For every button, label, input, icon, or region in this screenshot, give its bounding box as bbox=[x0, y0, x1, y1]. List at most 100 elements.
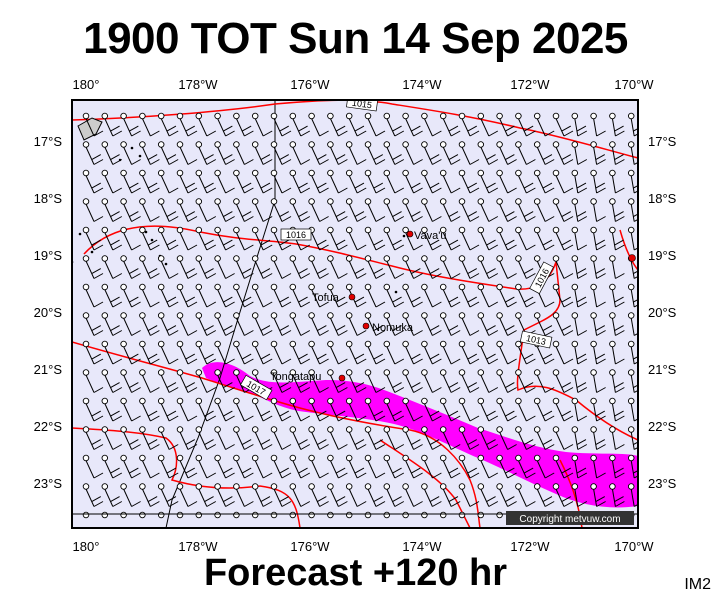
wind-barb bbox=[402, 426, 423, 450]
wind-barb bbox=[195, 312, 217, 336]
wind-barb bbox=[120, 426, 141, 450]
wind-barb bbox=[421, 397, 442, 422]
wind-barb bbox=[289, 397, 311, 422]
wind-barb bbox=[477, 283, 499, 308]
lon-tick-top-2: 176°W bbox=[290, 77, 330, 92]
wind-barb bbox=[439, 483, 461, 507]
wind-barb bbox=[101, 169, 123, 194]
lat-tick-left-6: 23°S bbox=[34, 476, 63, 491]
wind-barb bbox=[157, 255, 179, 279]
wind-barb bbox=[515, 426, 536, 450]
wind-barb bbox=[233, 169, 254, 194]
wind-barb bbox=[533, 226, 555, 251]
wind-barb bbox=[364, 369, 386, 393]
wind-barb bbox=[120, 340, 141, 365]
wind-barb bbox=[439, 169, 461, 194]
wind-barb bbox=[383, 141, 405, 165]
wind-barb bbox=[289, 454, 311, 479]
wind-barb bbox=[101, 112, 123, 137]
wind-barb bbox=[552, 483, 574, 507]
wind-barb bbox=[496, 169, 517, 194]
wind-barbs bbox=[82, 112, 638, 519]
wind-barb bbox=[590, 255, 606, 279]
wind-barb bbox=[251, 511, 259, 519]
wind-barb bbox=[458, 198, 480, 222]
wind-barb bbox=[120, 397, 141, 422]
town-tongatapu bbox=[338, 374, 346, 382]
wind-barb bbox=[533, 141, 555, 165]
wind-barb bbox=[251, 426, 273, 450]
wind-barb bbox=[515, 255, 536, 279]
wind-barb bbox=[421, 198, 442, 222]
wind-barb bbox=[120, 454, 141, 479]
lat-tick-right-0: 17°S bbox=[648, 134, 677, 149]
lon-tick-bottom-4: 172°W bbox=[510, 539, 550, 554]
wind-barb bbox=[139, 226, 160, 251]
wind-barb bbox=[552, 369, 574, 393]
wind-barb bbox=[515, 283, 536, 308]
wind-barb bbox=[609, 397, 625, 422]
isobar-label-1013: 1013 bbox=[525, 333, 547, 347]
wind-barb bbox=[101, 312, 123, 336]
wind-barb bbox=[402, 255, 423, 279]
wind-barb bbox=[214, 141, 235, 165]
wind-barb bbox=[383, 169, 405, 194]
wind-barb bbox=[195, 426, 217, 450]
wind-barb bbox=[421, 483, 442, 507]
wind-barb bbox=[139, 312, 160, 336]
wind-barb bbox=[627, 141, 638, 165]
lat-tick-left-3: 20°S bbox=[34, 305, 63, 320]
wind-barb bbox=[176, 312, 198, 336]
wind-barb bbox=[233, 283, 254, 308]
wind-barb bbox=[552, 283, 574, 308]
wind-barb bbox=[590, 369, 606, 393]
wind-barb bbox=[270, 112, 292, 137]
wind-barb bbox=[402, 454, 423, 479]
wind-barb bbox=[364, 112, 386, 137]
wind-barb bbox=[590, 426, 606, 450]
wind-barb bbox=[176, 198, 198, 222]
wind-barb bbox=[609, 312, 625, 336]
wind-barb bbox=[176, 397, 198, 422]
wind-barb bbox=[327, 454, 348, 479]
wind-barb bbox=[120, 369, 141, 393]
wind-barb bbox=[421, 340, 442, 365]
wind-barb bbox=[590, 283, 606, 308]
wind-barb bbox=[402, 141, 423, 165]
wind-barb bbox=[289, 369, 311, 393]
wind-barb bbox=[251, 483, 273, 507]
wind-barb bbox=[270, 511, 278, 519]
wind-barb bbox=[139, 112, 160, 137]
wind-barb bbox=[214, 454, 235, 479]
wind-barb bbox=[364, 283, 386, 308]
wind-barb bbox=[515, 454, 536, 479]
wind-barb bbox=[477, 483, 499, 507]
wind-barb bbox=[458, 483, 480, 507]
wind-barb bbox=[139, 340, 160, 365]
wind-barb bbox=[233, 426, 254, 450]
wind-barb bbox=[176, 340, 198, 365]
wind-barb bbox=[139, 426, 160, 450]
wind-barb bbox=[439, 198, 461, 222]
wind-barb bbox=[383, 426, 405, 450]
wind-barb bbox=[214, 483, 235, 507]
wind-barb bbox=[477, 312, 499, 336]
wind-barb bbox=[496, 511, 503, 519]
wind-barb bbox=[120, 112, 141, 137]
wind-barb bbox=[515, 369, 536, 393]
wind-barb bbox=[270, 169, 292, 194]
wind-barb bbox=[590, 198, 606, 222]
wind-barb bbox=[364, 340, 386, 365]
wind-barb bbox=[251, 312, 273, 336]
town-vavau bbox=[406, 230, 414, 238]
wind-barb bbox=[402, 312, 423, 336]
wind-barb bbox=[458, 169, 480, 194]
wind-barb bbox=[345, 340, 367, 365]
wind-barb bbox=[251, 141, 273, 165]
wind-barb bbox=[515, 483, 536, 507]
wind-barb bbox=[571, 198, 588, 222]
place-labels: Vava'u Tofua Nomuka Tongatapu bbox=[270, 230, 446, 383]
wind-barb bbox=[176, 511, 184, 519]
wind-barb bbox=[345, 112, 367, 137]
wind-barb bbox=[195, 283, 217, 308]
